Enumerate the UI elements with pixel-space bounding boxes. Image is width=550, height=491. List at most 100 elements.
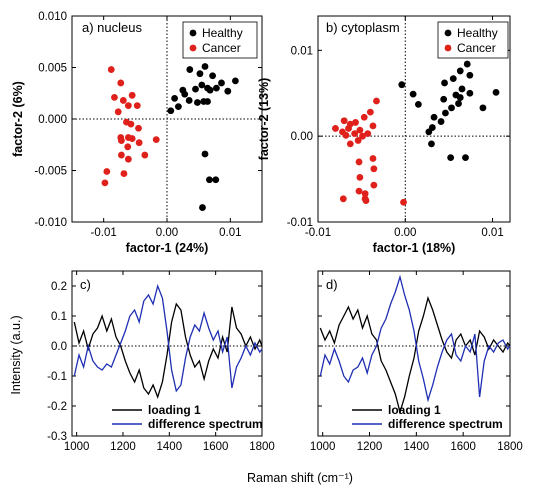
legend-label: loading 1 xyxy=(388,403,441,417)
x-axis-label: factor-1 (24%) xyxy=(126,241,209,255)
series-line-difference-spectrum xyxy=(73,283,263,393)
data-point-cancer xyxy=(107,66,115,73)
data-point-cancer xyxy=(340,117,348,125)
data-point-cancer xyxy=(152,136,160,144)
data-point-healthy xyxy=(448,104,455,112)
data-point-healthy xyxy=(440,95,448,103)
shared-ylabel: Intensity (a.u.) xyxy=(9,315,23,394)
data-point-cancer xyxy=(370,165,378,173)
y-tick-label: -0.3 xyxy=(47,431,67,443)
data-point-cancer xyxy=(373,97,380,105)
panel-label: b) cytoplasm xyxy=(326,20,400,35)
data-point-healthy xyxy=(398,81,406,89)
y-tick-label: 0.01 xyxy=(291,45,313,57)
legend-label: loading 1 xyxy=(148,403,201,417)
y-tick-label: 0.010 xyxy=(38,11,67,23)
data-point-healthy xyxy=(466,89,474,97)
y-tick-label: -0.010 xyxy=(34,217,67,229)
data-point-healthy xyxy=(430,113,438,121)
data-point-cancer xyxy=(101,179,109,187)
data-point-cancer xyxy=(354,137,362,144)
y-tick-label: 0.00 xyxy=(291,131,313,143)
panel-label: d) xyxy=(326,277,338,292)
data-point-healthy xyxy=(171,95,179,102)
data-point-cancer xyxy=(117,79,125,87)
data-point-cancer xyxy=(364,130,372,137)
legend-label: difference spectrum xyxy=(388,417,503,431)
data-point-cancer xyxy=(118,137,125,145)
y-tick-label: -0.2 xyxy=(47,401,67,413)
panel-label: c) xyxy=(80,277,91,292)
legend-label: Healthy xyxy=(457,26,498,40)
data-point-healthy xyxy=(206,86,214,94)
data-point-cancer xyxy=(120,170,128,177)
data-point-cancer xyxy=(346,140,354,148)
data-point-cancer xyxy=(355,187,363,195)
data-point-cancer xyxy=(118,151,125,159)
data-point-healthy xyxy=(455,100,462,107)
data-point-cancer xyxy=(332,125,339,132)
data-point-cancer xyxy=(351,130,359,137)
x-tick-label: 0.00 xyxy=(394,227,416,239)
plot-frame xyxy=(317,15,511,223)
data-point-cancer xyxy=(135,139,143,147)
legend-marker xyxy=(189,29,197,37)
data-point-healthy xyxy=(428,140,435,148)
data-point-healthy xyxy=(209,72,217,80)
data-point-healthy xyxy=(466,71,474,79)
data-point-healthy xyxy=(232,77,239,85)
x-tick-label: 1000 xyxy=(64,441,90,453)
data-point-cancer xyxy=(356,173,364,181)
data-point-cancer xyxy=(119,97,127,104)
shared-xlabel: Raman shift (cm⁻¹) xyxy=(247,471,353,485)
panel-a-nucleus: -0.01 0.00 0.01 -0.010 -0.005 0.000 0.005 0.010… xyxy=(11,11,263,255)
x-tick-label: -0.01 xyxy=(305,227,331,239)
data-point-cancer xyxy=(345,125,352,132)
data-point-cancer xyxy=(369,155,377,162)
data-point-cancer xyxy=(127,120,135,128)
data-point-cancer xyxy=(370,181,378,189)
data-point-healthy xyxy=(167,107,175,115)
legend-marker xyxy=(189,44,197,52)
legend-box xyxy=(182,21,258,59)
x-tick-label: 0.01 xyxy=(219,227,241,239)
y-tick-label: -0.1 xyxy=(47,371,67,383)
panel-b-cytoplasm: -0.01 0.00 0.01 -0.01 0.00 0.01 factor-1 (18%)… xyxy=(257,15,511,255)
data-point-healthy xyxy=(186,66,194,73)
plot-frame xyxy=(317,270,511,437)
data-point-cancer xyxy=(128,91,136,99)
data-point-cancer xyxy=(352,119,359,126)
x-tick-label: 0.00 xyxy=(156,227,178,239)
x-tick-label: 1600 xyxy=(203,441,229,453)
data-point-healthy xyxy=(185,97,193,104)
data-point-healthy xyxy=(218,79,225,87)
legend-label: Cancer xyxy=(457,41,496,55)
data-point-healthy xyxy=(212,176,220,184)
data-point-healthy xyxy=(437,118,445,125)
data-point-cancer xyxy=(359,132,366,140)
data-point-cancer xyxy=(114,108,122,116)
data-point-cancer xyxy=(141,151,149,159)
data-point-cancer xyxy=(103,168,111,175)
data-point-cancer xyxy=(356,126,364,134)
x-tick-label: 1400 xyxy=(404,441,430,453)
data-point-cancer xyxy=(361,190,369,198)
data-point-healthy xyxy=(224,87,232,95)
x-axis-label: factor-1 (18%) xyxy=(373,241,456,255)
data-point-cancer xyxy=(124,143,132,151)
series-line-difference-spectrum xyxy=(319,274,511,403)
data-point-cancer xyxy=(339,195,347,203)
data-point-healthy xyxy=(441,79,448,87)
data-point-healthy xyxy=(442,109,449,117)
x-tick-label: 0.01 xyxy=(481,227,503,239)
data-point-healthy xyxy=(192,85,199,93)
legend-marker xyxy=(444,29,452,37)
data-point-healthy xyxy=(449,75,457,83)
x-tick-label: 1600 xyxy=(450,441,476,453)
data-point-cancer xyxy=(400,198,407,206)
data-point-healthy xyxy=(213,84,220,92)
data-point-healthy xyxy=(201,63,209,70)
legend-label: difference spectrum xyxy=(148,417,263,431)
data-point-cancer xyxy=(366,108,374,116)
data-point-healthy xyxy=(425,128,433,136)
